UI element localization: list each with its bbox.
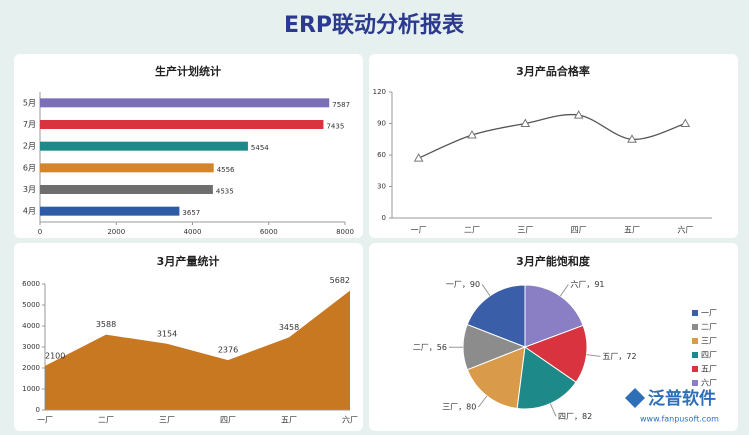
- bar: [40, 98, 330, 108]
- y-tick-label: 4000: [22, 322, 40, 330]
- x-tick-label: 一厂: [37, 416, 53, 425]
- y-tick-label: 7月: [23, 120, 36, 129]
- data-label: 4556: [217, 166, 235, 174]
- marker: [520, 118, 531, 127]
- x-tick-label: 四厂: [220, 416, 236, 425]
- data-label: 7587: [332, 101, 350, 109]
- y-tick-label: 6000: [22, 280, 40, 288]
- x-tick-label: 二厂: [98, 416, 114, 425]
- x-tick-label: 三厂: [159, 416, 175, 425]
- data-label: 2376: [218, 346, 238, 355]
- page-title: ERP联动分析报表: [284, 13, 465, 38]
- y-tick-label: 0: [36, 406, 40, 414]
- leader-line: [586, 354, 601, 357]
- leader-line: [559, 284, 569, 297]
- data-label: 一厂，90: [446, 280, 480, 289]
- x-tick-label: 五厂: [281, 416, 297, 425]
- legend-swatch: [692, 324, 698, 330]
- bar: [40, 206, 180, 216]
- panel-title: 3月产品合格率: [516, 64, 590, 78]
- data-label: 二厂，56: [413, 343, 447, 352]
- line: [418, 113, 686, 159]
- leader-line: [481, 284, 491, 297]
- data-label: 7435: [326, 123, 344, 131]
- x-tick-label: 二厂: [464, 226, 480, 235]
- x-tick-label: 三厂: [517, 226, 533, 235]
- pie-slice: [466, 284, 526, 348]
- bar: [40, 141, 248, 151]
- x-tick-label: 2000: [107, 228, 125, 236]
- data-label: 三厂，80: [442, 403, 476, 412]
- legend-label: 六厂: [701, 378, 717, 388]
- y-tick-label: 2月: [23, 142, 36, 151]
- panel-title: 3月产能饱和度: [516, 254, 591, 268]
- y-tick-label: 6月: [23, 163, 36, 172]
- legend-swatch: [692, 366, 698, 372]
- y-tick-label: 4月: [23, 207, 36, 216]
- x-tick-label: 六厂: [342, 415, 358, 425]
- bar: [40, 120, 324, 129]
- pie-slice: [466, 346, 526, 410]
- legend-label: 一厂: [701, 309, 717, 318]
- panel: [369, 54, 738, 238]
- x-tick-label: 一厂: [411, 226, 427, 235]
- y-tick-label: 2000: [22, 364, 40, 372]
- y-tick-label: 5月: [23, 98, 36, 107]
- y-tick-label: 90: [377, 120, 386, 128]
- y-tick-label: 3月: [23, 185, 36, 194]
- x-tick-label: 8000: [336, 228, 354, 236]
- y-tick-label: 5000: [22, 301, 40, 309]
- x-tick-label: 五厂: [624, 226, 640, 235]
- data-label: 3458: [279, 323, 299, 332]
- data-label: 六厂，91: [570, 279, 604, 289]
- marker: [680, 118, 691, 127]
- x-tick-label: 6000: [260, 228, 278, 236]
- watermark-url: www.fanpusoft.com: [640, 415, 719, 424]
- marker: [573, 110, 584, 119]
- x-tick-label: 0: [38, 228, 42, 236]
- legend-swatch: [692, 338, 698, 344]
- legend-swatch: [692, 380, 698, 386]
- data-label: 3154: [157, 329, 177, 338]
- y-tick-label: 0: [382, 214, 386, 222]
- data-label: 4535: [216, 188, 234, 196]
- panel-title: 生产计划统计: [155, 64, 221, 78]
- data-label: 2100: [45, 351, 65, 360]
- pie-slice: [523, 324, 588, 383]
- y-tick-label: 3000: [22, 343, 40, 351]
- panel-title: 3月产量统计: [157, 254, 220, 268]
- watermark-logo: [625, 388, 645, 408]
- pie-slice: [524, 284, 584, 348]
- legend-label: 三厂: [701, 337, 717, 346]
- area: [45, 290, 350, 410]
- leader-line: [549, 403, 557, 417]
- legend-label: 四厂: [701, 351, 717, 360]
- data-label: 3657: [182, 209, 200, 217]
- y-tick-label: 60: [377, 151, 386, 159]
- data-label: 5454: [251, 144, 269, 152]
- data-label: 3588: [96, 320, 116, 329]
- pie-slice: [516, 346, 577, 410]
- watermark-brand: 泛普软件: [648, 388, 716, 409]
- data-label: 5682: [330, 276, 350, 285]
- y-tick-label: 120: [373, 88, 386, 96]
- marker: [467, 130, 477, 139]
- marker: [413, 153, 424, 162]
- leader-line: [477, 395, 488, 408]
- legend-label: 五厂: [701, 365, 717, 374]
- bar: [40, 163, 214, 173]
- legend-swatch: [692, 352, 698, 358]
- data-label: 五厂，72: [602, 352, 636, 361]
- y-tick-label: 30: [377, 183, 386, 191]
- x-tick-label: 四厂: [571, 226, 587, 235]
- legend-swatch: [692, 310, 698, 316]
- x-tick-label: 4000: [184, 228, 202, 236]
- x-tick-label: 六厂: [677, 225, 693, 235]
- y-tick-label: 1000: [22, 385, 40, 393]
- bar: [40, 185, 213, 194]
- marker: [627, 134, 637, 143]
- data-label: 四厂，82: [558, 412, 592, 421]
- legend-label: 二厂: [701, 323, 717, 332]
